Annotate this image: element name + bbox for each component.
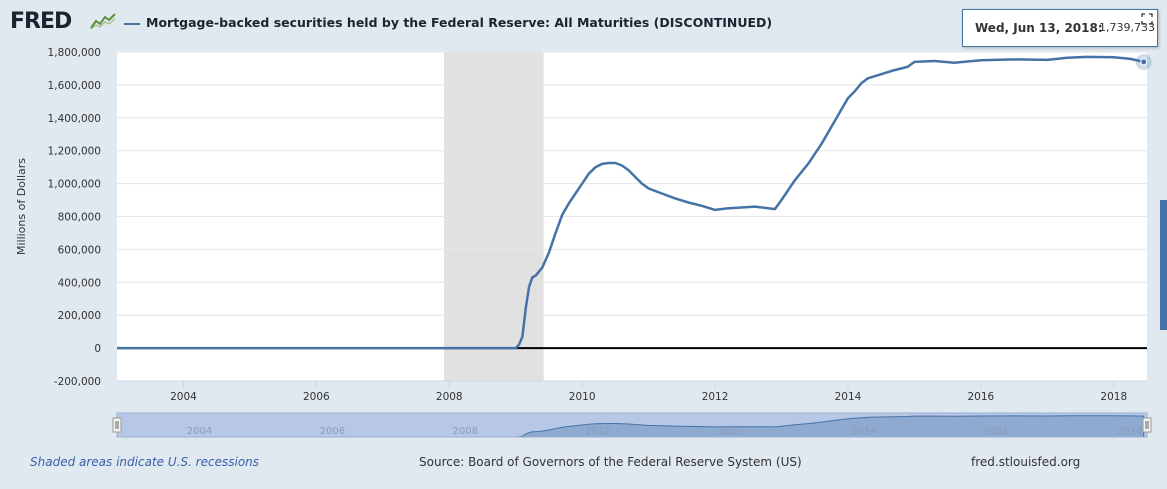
navigator-label: 2004 <box>187 426 212 437</box>
x-tick-label: 2008 <box>436 391 463 403</box>
navigator-label: 2008 <box>453 426 478 437</box>
x-tick-label: 2004 <box>170 391 197 403</box>
tooltip-value: 1,739,733 <box>1099 21 1155 34</box>
y-tick-label: 600,000 <box>58 244 101 256</box>
fred-logo[interactable]: FRED <box>10 9 72 34</box>
source-text: Source: Board of Governors of the Federa… <box>419 455 802 469</box>
x-tick-label: 2018 <box>1100 391 1127 403</box>
y-tick-label: 1,000,000 <box>48 179 101 191</box>
line-graph-icon <box>90 12 116 30</box>
navigator-label: 2010 <box>585 426 610 437</box>
navigator-label: 2014 <box>851 426 876 437</box>
side-scroll-tab[interactable] <box>1160 200 1167 330</box>
y-tick-label: 400,000 <box>58 277 101 289</box>
y-tick-label: 1,600,000 <box>48 80 101 92</box>
y-tick-label: 200,000 <box>58 310 101 322</box>
y-tick-label: 1,400,000 <box>48 113 101 125</box>
y-axis-label: Millions of Dollars <box>15 158 28 255</box>
y-tick-label: 1,200,000 <box>48 146 101 158</box>
y-tick-label: 0 <box>94 343 101 355</box>
tooltip-date: Wed, Jun 13, 2018: <box>975 21 1103 35</box>
navigator-mask <box>117 413 1147 437</box>
x-tick-label: 2010 <box>569 391 596 403</box>
x-tick-label: 2006 <box>303 391 330 403</box>
navigator-handle[interactable] <box>112 417 122 433</box>
value-tooltip: Wed, Jun 13, 2018: 1,739,733 <box>962 9 1158 47</box>
x-tick-label: 2012 <box>702 391 729 403</box>
legend-line-swatch <box>124 23 140 25</box>
navigator-series <box>117 415 1145 438</box>
y-tick-label: -200,000 <box>54 376 101 388</box>
y-tick-label: 800,000 <box>58 212 101 224</box>
fullscreen-icon[interactable] <box>1141 13 1153 25</box>
x-tick-label: 2014 <box>835 391 862 403</box>
navigator-handle[interactable] <box>1142 417 1152 433</box>
hover-point <box>1140 58 1148 66</box>
legend-label: Mortgage-backed securities held by the F… <box>146 15 773 30</box>
series-line <box>117 55 1144 350</box>
y-tick-label: 1,800,000 <box>48 47 101 59</box>
navigator-label: 2006 <box>320 426 345 437</box>
site-link[interactable]: fred.stlouisfed.org <box>971 455 1081 469</box>
navigator-label: 2018 <box>1117 426 1142 437</box>
navigator-label: 2016 <box>984 426 1009 437</box>
x-tick-label: 2016 <box>968 391 995 403</box>
navigator-label: 2012 <box>718 426 743 437</box>
recession-note: Shaded areas indicate U.S. recessions <box>30 455 260 469</box>
